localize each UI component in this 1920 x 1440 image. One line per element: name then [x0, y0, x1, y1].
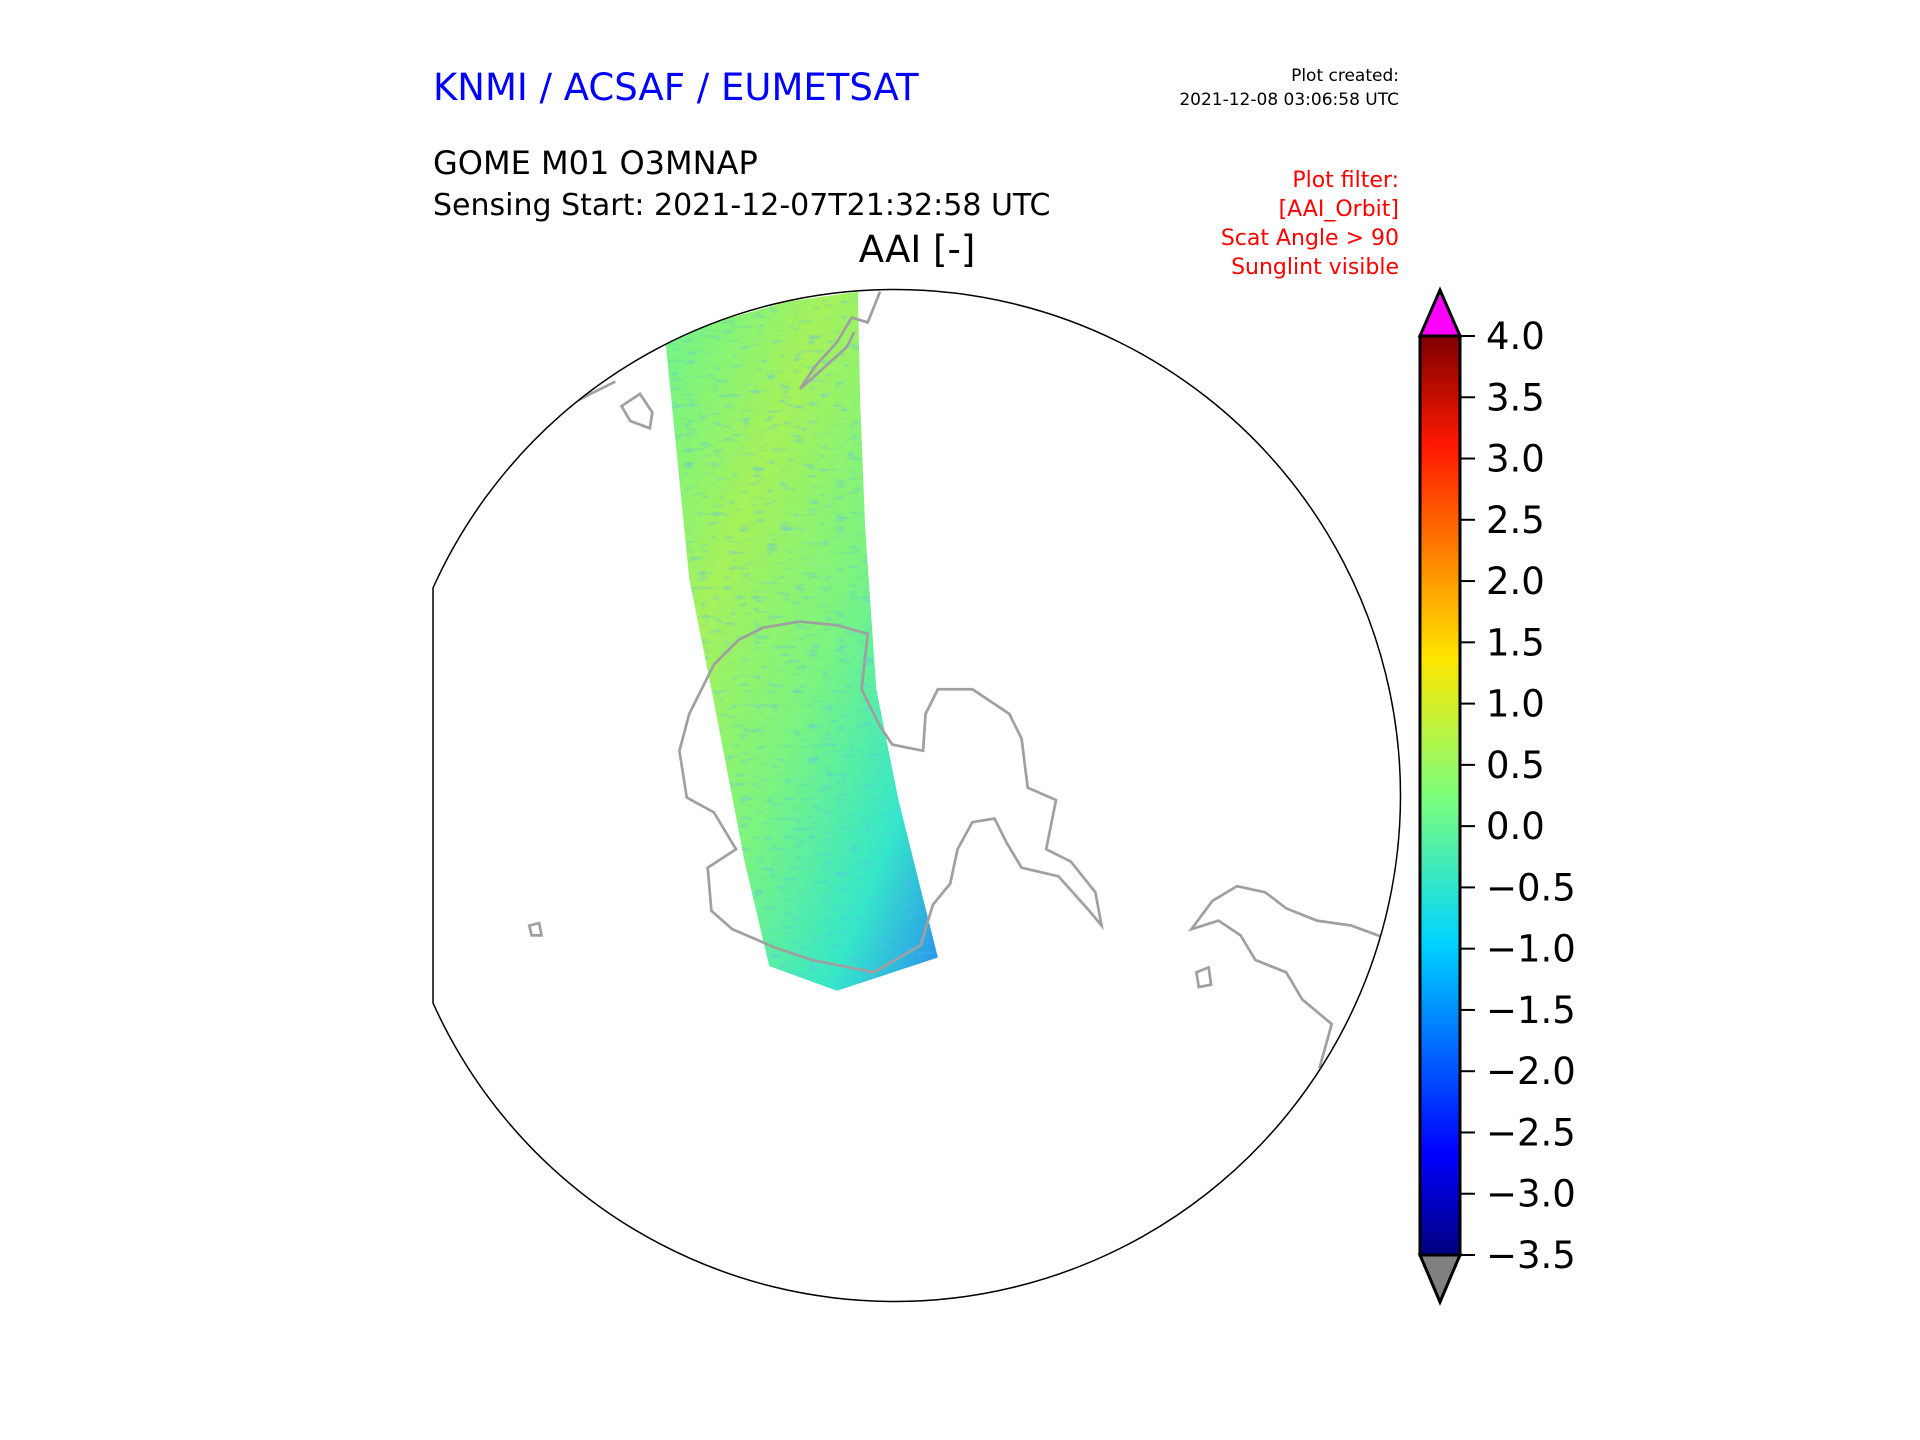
product-name: GOME M01 O3MNAP: [433, 144, 758, 182]
colorbar-tick-label: 4.0: [1486, 315, 1545, 358]
colorbar-tick-label: 1.0: [1486, 683, 1545, 726]
created-value: 2021-12-08 03:06:58 UTC: [1179, 90, 1399, 110]
organization-title: KNMI / ACSAF / EUMETSAT: [433, 66, 919, 109]
colorbar-tick-label: −1.5: [1486, 989, 1576, 1032]
colorbar-tick-label: 1.5: [1486, 621, 1545, 664]
island-coast: [577, 380, 617, 402]
island-coast: [1194, 965, 1213, 989]
colorbar-tick-label: 3.0: [1486, 438, 1545, 481]
colorbar-over-triangle: [1417, 286, 1463, 338]
filter-line: Plot filter:: [1292, 168, 1399, 193]
colorbar-tick-label: 2.5: [1486, 499, 1545, 542]
colorbar: 4.0 3.5 3.0 2.5 2.0 1.5 1.0 0.5 0.0 −0.5 −1.0 −1.5 −…: [1417, 286, 1576, 1306]
australia-coast: [1187, 884, 1386, 1069]
colorbar-gradient: [1418, 334, 1462, 1257]
filter-line: [AAI_Orbit]: [1278, 197, 1399, 222]
map-boundary: [432, 288, 1402, 1303]
colorbar-tick-label: 0.5: [1486, 744, 1545, 787]
antarctica-coast: [678, 620, 1104, 974]
colorbar-tick-label: −0.5: [1486, 866, 1576, 909]
colorbar-tick-label: −3.5: [1486, 1234, 1576, 1277]
chart-title: AAI [-]: [858, 228, 976, 271]
swath-texture: [665, 291, 938, 991]
south-america-coast: [798, 291, 882, 390]
colorbar-tick-label: −1.0: [1486, 928, 1576, 971]
colorbar-tick-label: −2.5: [1486, 1111, 1576, 1154]
coastlines: [527, 291, 1386, 1069]
colorbar-tick-label: −3.0: [1486, 1173, 1576, 1216]
colorbar-tick-label: 2.0: [1486, 560, 1545, 603]
colorbar-tick-label: 0.0: [1486, 805, 1545, 848]
island-coast: [619, 391, 654, 431]
filter-line: Sunglint visible: [1231, 255, 1399, 280]
plot-created: Plot created: 2021-12-08 03:06:58 UTC: [1179, 64, 1399, 112]
colorbar-tick-label: −2.0: [1486, 1050, 1576, 1093]
filter-line: Scat Angle > 90: [1220, 226, 1399, 251]
plot-filter: Plot filter: [AAI_Orbit] Scat Angle > 90…: [1221, 166, 1399, 282]
colorbar-tick-label: 3.5: [1486, 376, 1545, 419]
sensing-start: Sensing Start: 2021-12-07T21:32:58 UTC: [433, 188, 1051, 223]
island-coast: [527, 921, 544, 937]
colorbar-under-triangle: [1417, 1253, 1463, 1306]
map-area: [527, 291, 1386, 1069]
created-label: Plot created:: [1291, 66, 1399, 86]
